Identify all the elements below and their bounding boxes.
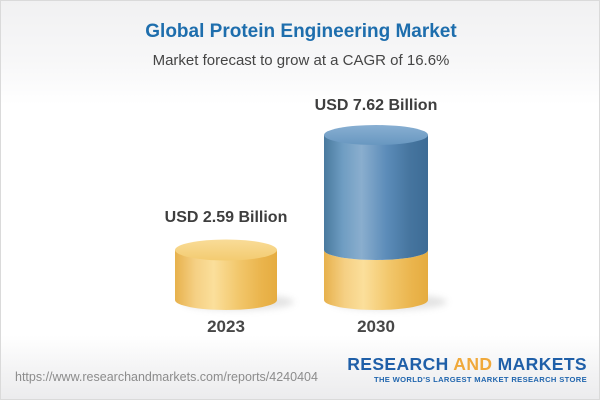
logo-word-research: RESEARCH — [347, 354, 449, 374]
axis-label-2023: 2023 — [207, 317, 245, 336]
logo-wordmark: RESEARCH AND MARKETS — [347, 354, 587, 374]
report-url-link[interactable]: https://www.researchandmarkets.com/repor… — [15, 370, 318, 384]
bar-2023-cylinder — [175, 239, 294, 310]
data-label-2030: USD 7.62 Billion — [314, 97, 438, 114]
logo-word-and: AND — [453, 354, 493, 374]
bar-2030-base-segment — [324, 250, 428, 310]
bar-2030-blue-segment — [324, 135, 428, 260]
logo-word-markets: MARKETS — [497, 354, 587, 374]
chart-title: Global Protein Engineering Market — [145, 21, 457, 42]
bar-2030-top — [324, 125, 428, 145]
chart-subtitle: Market forecast to grow at a CAGR of 16.… — [152, 52, 450, 69]
data-label-2023: USD 2.59 Billion — [164, 209, 288, 226]
axis-label-2030: 2030 — [357, 317, 395, 336]
research-and-markets-logo: RESEARCH AND MARKETS THE WORLD'S LARGEST… — [347, 354, 587, 385]
bar-2030-cylinder — [324, 125, 447, 310]
logo-tagline: THE WORLD'S LARGEST MARKET RESEARCH STOR… — [373, 375, 587, 385]
bar-2023-top — [175, 239, 277, 261]
bar-2023-body — [175, 250, 277, 310]
